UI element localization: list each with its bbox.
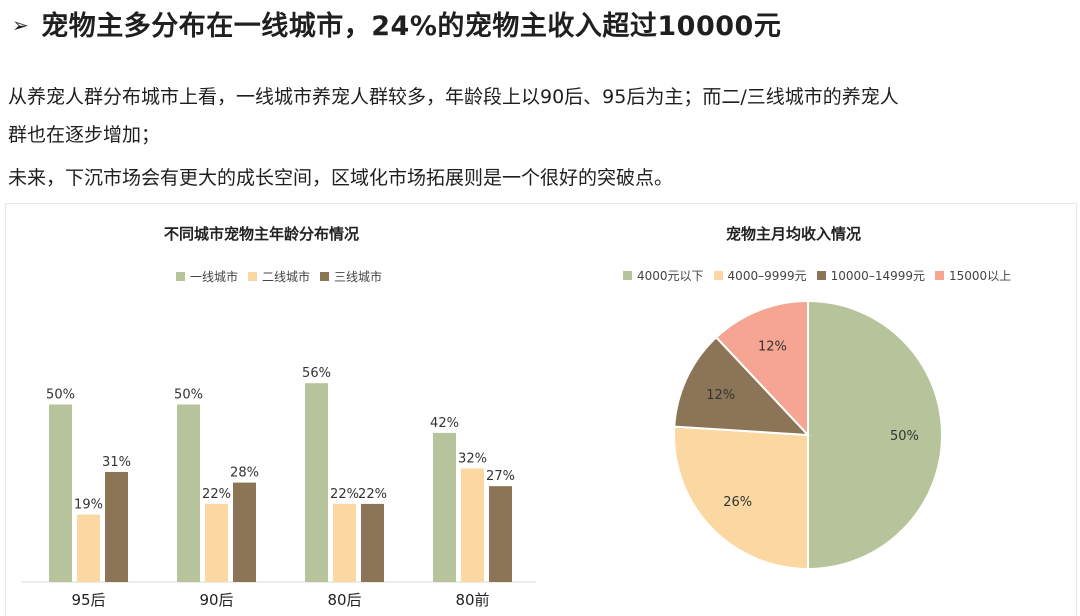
bar-data-label: 50% [46, 388, 75, 403]
pie-legend-label: 15000以上 [949, 269, 1012, 283]
arrow-bullet-icon: ➢ [12, 13, 30, 37]
charts-panel: 不同城市宠物主年龄分布情况 一线城市 二线城市 三线城市 宠物主月均收入情况 400… [5, 203, 1077, 616]
pie-data-label: 50% [890, 429, 919, 444]
bar-chart-legend: 一线城市 二线城市 三线城市 [176, 268, 382, 285]
bar-data-label: 32% [458, 451, 487, 466]
paragraph-line-2: 群也在逐步增加； [8, 124, 161, 146]
paragraph-line-1: 从养宠人群分布城市上看，一线城市养宠人群较多，年龄段上以90后、95后为主；而二… [8, 86, 899, 108]
pie-legend-item: 4000–9999元 [713, 267, 807, 284]
section-heading: ➢ 宠物主多分布在一线城市，24%的宠物主收入超过10000元 [12, 4, 781, 43]
pie-slice [807, 299, 943, 571]
bar [105, 471, 128, 582]
bar-legend-label: 三线城市 [334, 270, 383, 284]
bar [77, 514, 100, 582]
pie-data-label: 12% [706, 388, 735, 403]
heading-text: 宠物主多分布在一线城市，24%的宠物主收入超过10000元 [41, 11, 782, 42]
pie-legend-swatch [935, 271, 944, 280]
pie-data-label: 26% [723, 495, 752, 510]
x-tick-label: 80前 [455, 591, 489, 609]
paragraph-line-3: 未来，下沉市场会有更大的成长空间，区域化市场拓展则是一个很好的突破点。 [8, 167, 674, 189]
bar-legend-item: 三线城市 [320, 268, 382, 285]
bar-chart-title: 不同城市宠物主年龄分布情况 [164, 225, 360, 243]
pie-legend-swatch [623, 271, 632, 280]
pie-legend-item: 15000以上 [935, 267, 1011, 284]
pie-data-label: 12% [758, 339, 787, 354]
pie-slice [673, 335, 811, 437]
bar [205, 503, 228, 582]
bar-data-label: 27% [486, 469, 515, 484]
x-tick-label: 95后 [71, 591, 105, 609]
pie-legend-item: 4000元以下 [623, 267, 704, 284]
x-tick-label: 90后 [199, 591, 233, 609]
bar-legend-label: 一线城市 [190, 270, 239, 284]
pie-legend-swatch [816, 271, 826, 280]
bar-legend-swatch [320, 272, 330, 281]
bar-legend-swatch [248, 272, 258, 281]
pie-legend-item: 10000–14999元 [816, 267, 925, 284]
bar-data-label: 22% [358, 487, 387, 502]
pie-chart-legend: 4000元以下 4000–9999元 10000–14999元 15000以上 [623, 267, 1011, 284]
pie-legend-swatch [713, 271, 723, 280]
pie-slice [714, 299, 809, 438]
bar [305, 383, 328, 582]
bar-legend-item: 二线城市 [248, 268, 310, 285]
bar [361, 503, 384, 582]
bar-data-label: 56% [302, 366, 331, 381]
bar-data-label: 22% [330, 487, 359, 502]
bar-data-label: 50% [174, 388, 203, 403]
bar-data-label: 42% [430, 416, 459, 431]
bar-legend-item: 一线城市 [176, 268, 238, 285]
bar [461, 468, 484, 582]
bar-data-label: 28% [230, 466, 259, 481]
bar-data-label: 31% [102, 455, 131, 470]
bar [489, 486, 512, 582]
pie-legend-label: 10000–14999元 [830, 269, 925, 283]
bar [233, 482, 256, 582]
bar-legend-label: 二线城市 [262, 270, 311, 284]
bar-data-label: 22% [202, 487, 231, 502]
bar [49, 404, 72, 582]
bar-data-label: 19% [74, 498, 103, 513]
bar [433, 432, 456, 582]
pie-legend-label: 4000元以下 [637, 269, 704, 283]
pie-slice [673, 425, 809, 571]
bar [177, 404, 200, 582]
pie-chart-title: 宠物主月均收入情况 [726, 225, 862, 243]
x-tick-label: 80后 [327, 591, 361, 609]
bar [333, 503, 356, 582]
bar-legend-swatch [176, 272, 185, 281]
pie-legend-label: 4000–9999元 [727, 269, 807, 283]
